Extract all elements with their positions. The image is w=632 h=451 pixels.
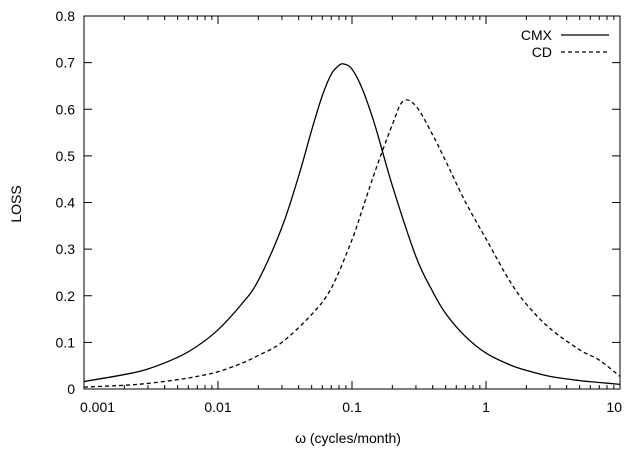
- x-tick-label: 1: [482, 399, 490, 415]
- y-tick-label: 0.3: [56, 241, 76, 257]
- x-tick-label: 10: [606, 399, 622, 415]
- series-lines: [83, 63, 621, 388]
- y-tick-label: 0.1: [56, 334, 76, 350]
- legend-label-cmx: CMX: [521, 27, 553, 43]
- x-tick-label: 0.1: [342, 399, 362, 415]
- legend-label-cd: CD: [532, 44, 552, 60]
- y-tick-label: 0.4: [56, 195, 76, 211]
- x-tick-label: 0.001: [80, 399, 115, 415]
- series-line-cd: [83, 99, 621, 388]
- x-axis-title: ω (cycles/month): [295, 430, 401, 446]
- series-line-cmx: [83, 63, 621, 385]
- plot-frame: [83, 15, 621, 390]
- x-tick-label: 0.01: [204, 399, 231, 415]
- y-tick-label: 0.8: [56, 8, 76, 24]
- y-tick-label: 0.6: [56, 101, 76, 117]
- axes: 0 0.1 0.2 0.3 0.4 0.5 0.6 0.7 0.8 0.001 0.01 0.1 1 10: [56, 8, 623, 415]
- y-tick-label: 0.7: [56, 55, 76, 71]
- y-tick-label: 0.2: [56, 288, 76, 304]
- y-axis-title: LOSS: [8, 185, 24, 222]
- y-tick-label: 0: [67, 381, 75, 397]
- plot-frame-group: [83, 15, 621, 390]
- y-tick-label: 0.5: [56, 148, 76, 164]
